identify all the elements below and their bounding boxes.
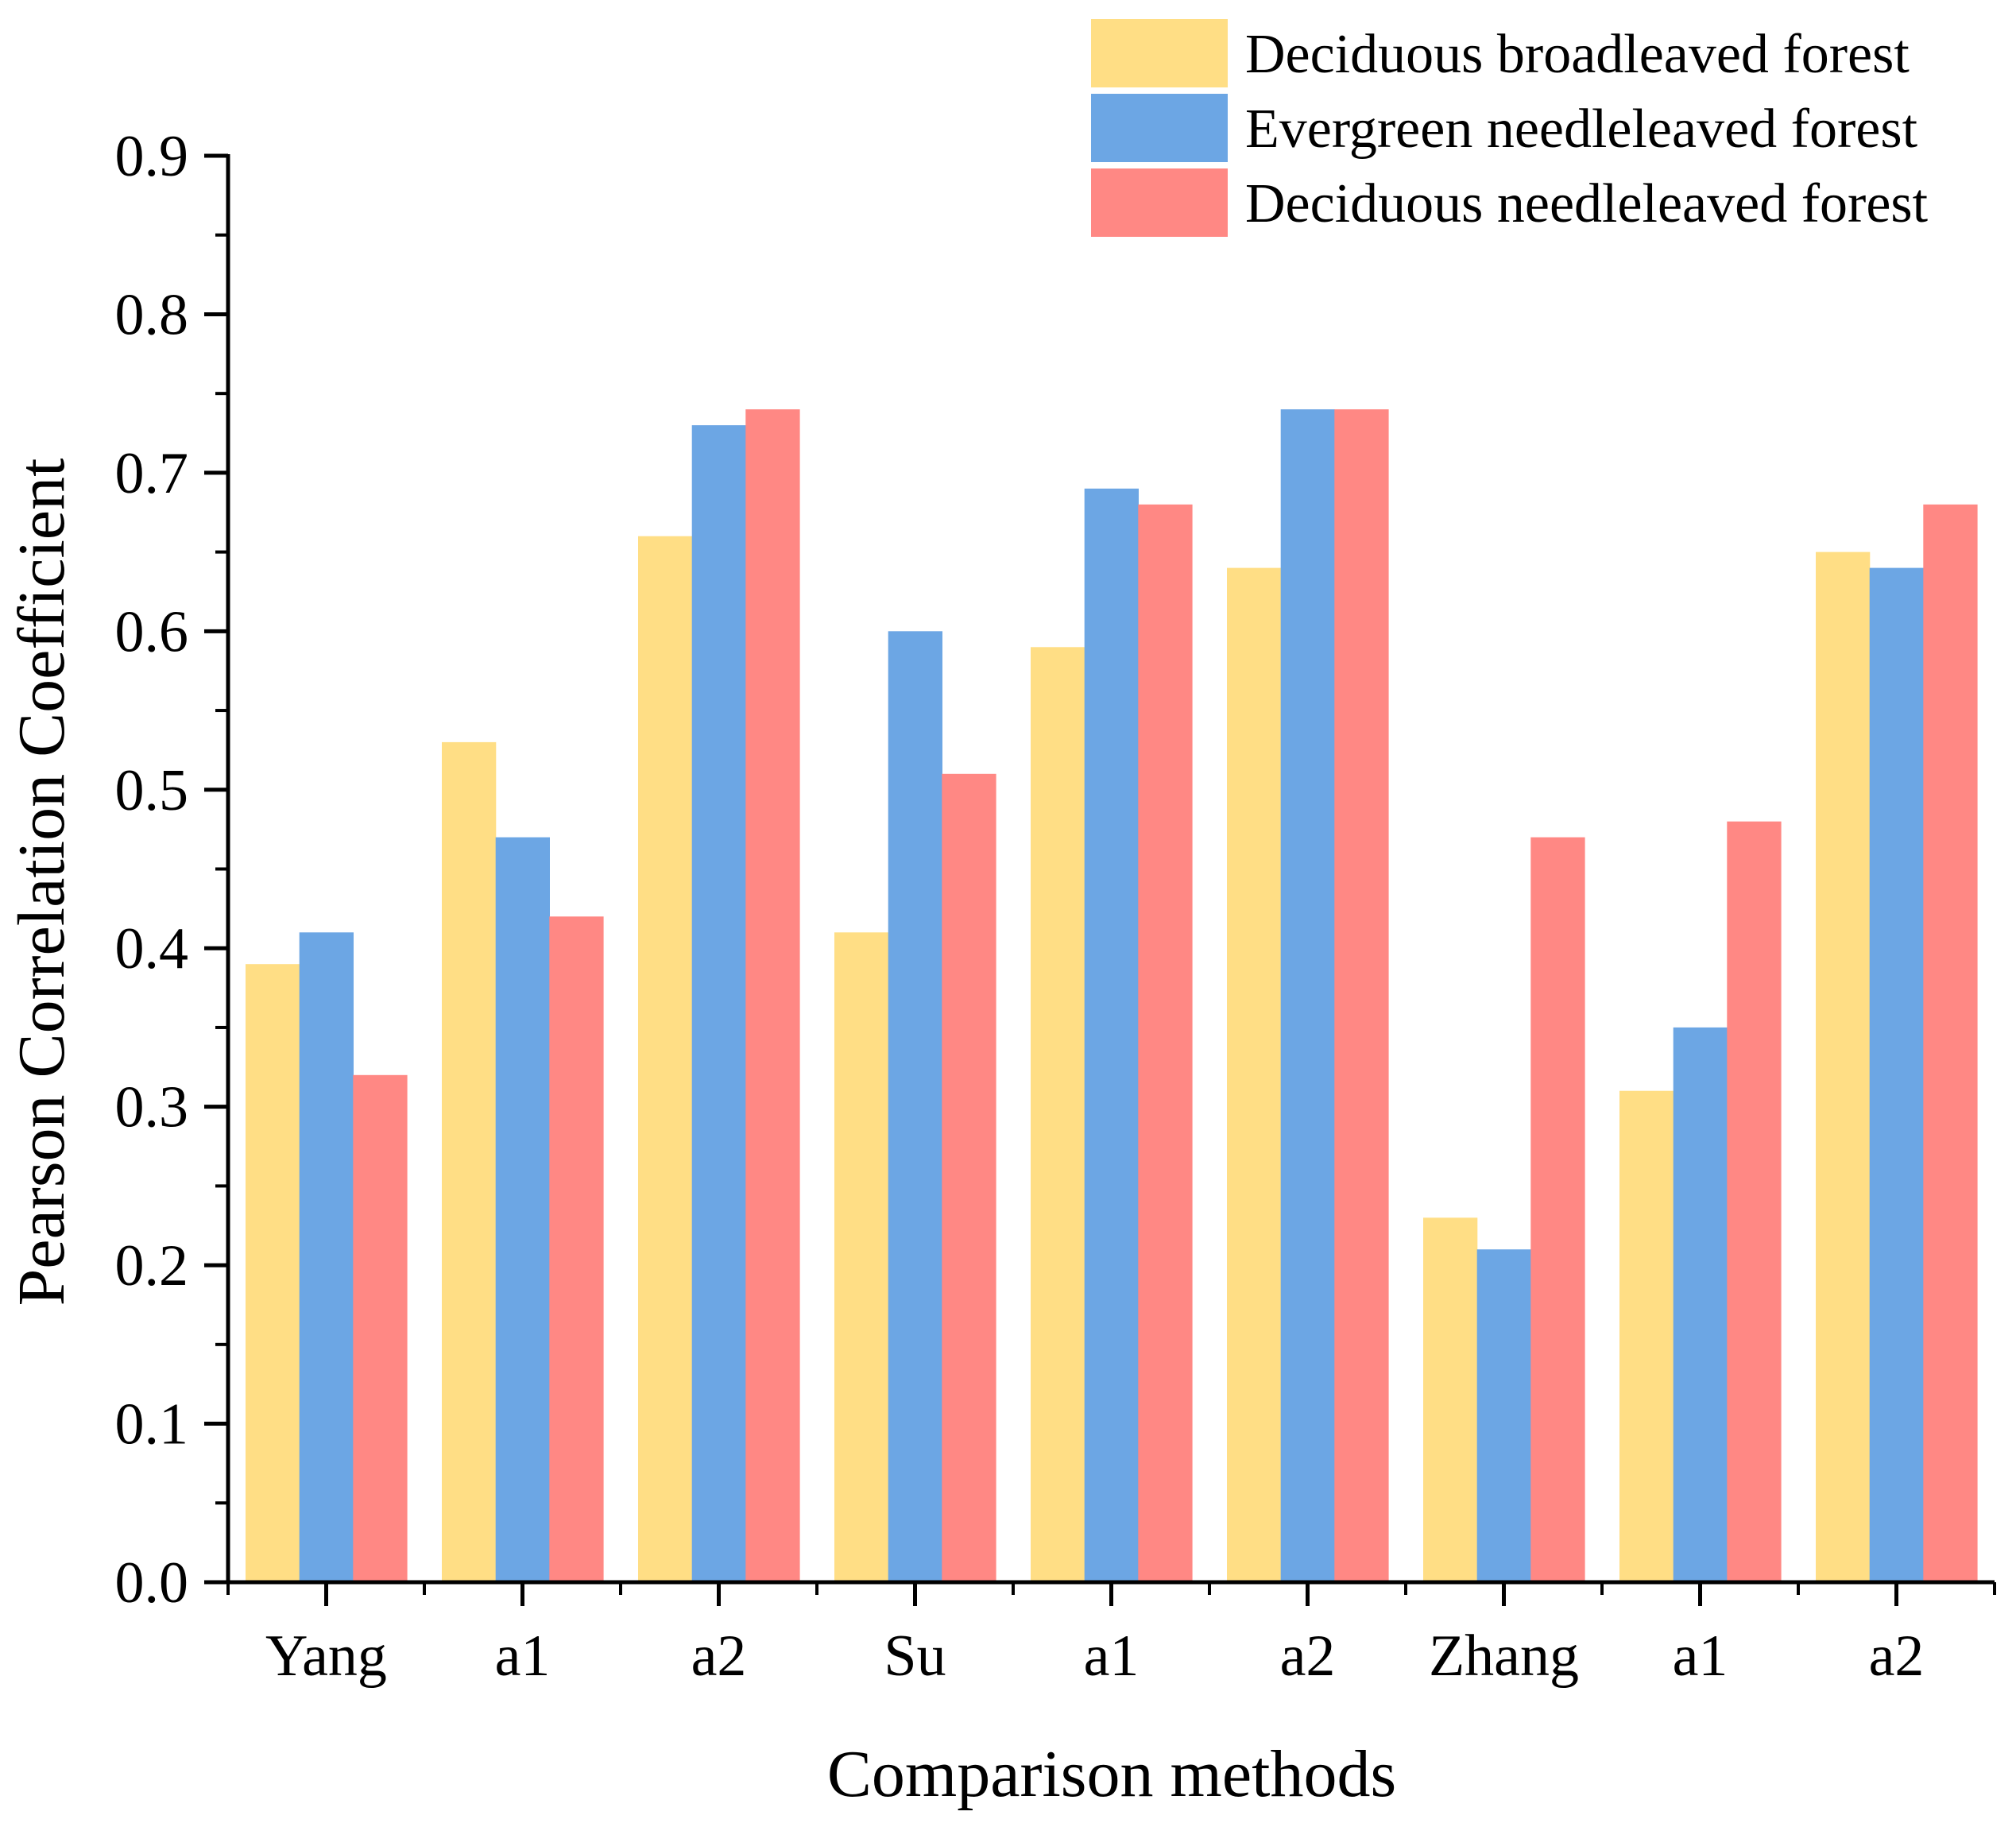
legend-label-3: Deciduous needleleaved forest [1245, 173, 1929, 234]
x-tick-label: Zhang [1429, 1624, 1579, 1689]
bar-2-2 [495, 837, 550, 1582]
x-tick-label: a1 [1084, 1624, 1140, 1689]
legend: Deciduous broadleaved forest Evergreen ne… [1091, 19, 1929, 237]
legend-swatch-1 [1091, 19, 1228, 87]
bar-1-3 [638, 536, 693, 1583]
bar-2-3 [691, 425, 746, 1582]
y-tick-label: 0.9 [115, 124, 189, 189]
x-tick-label: a2 [1280, 1624, 1336, 1689]
bar-1-2 [442, 741, 497, 1582]
bar-3-2 [549, 916, 604, 1582]
bar-1-7 [1423, 1217, 1478, 1582]
bar-2-8 [1673, 1027, 1728, 1582]
bar-3-4 [942, 773, 996, 1582]
x-tick-label: a2 [691, 1624, 747, 1689]
bar-3-5 [1138, 504, 1193, 1582]
bar-2-9 [1869, 567, 1924, 1582]
bar-3-3 [745, 409, 800, 1582]
bar-1-5 [1031, 647, 1085, 1582]
bar-1-9 [1816, 552, 1871, 1582]
bar-3-7 [1530, 837, 1585, 1582]
y-tick-label: 0.1 [115, 1392, 189, 1457]
y-tick-label: 0.7 [115, 441, 189, 506]
y-axis-title: Pearson Correlation Coefficient [5, 459, 79, 1306]
bar-2-1 [299, 932, 354, 1582]
y-tick-label: 0.3 [115, 1075, 189, 1140]
bar-1-8 [1619, 1090, 1674, 1582]
y-tick-label: 0.4 [115, 916, 189, 981]
bar-3-9 [1923, 504, 1978, 1582]
legend-swatch-2 [1091, 94, 1228, 162]
bar-2-4 [888, 631, 942, 1582]
bar-1-4 [834, 932, 889, 1582]
y-tick-label: 0.6 [115, 599, 189, 664]
bar-1-6 [1227, 567, 1282, 1582]
bars-layer [246, 409, 1978, 1583]
x-tick-label: a1 [495, 1624, 551, 1689]
legend-label-2: Evergreen needleleaved forest [1245, 99, 1918, 160]
x-tick-label: a2 [1869, 1624, 1925, 1689]
y-tick-label: 0.2 [115, 1233, 189, 1299]
axes-layer: 0.0 0.1 0.2 0.3 0.4 0.5 0.6 0.7 0.8 0.9 Yang a1 a2 Su… [115, 124, 1996, 1689]
bar-2-5 [1084, 488, 1139, 1582]
x-tick-label: Su [884, 1624, 946, 1689]
bar-2-6 [1280, 409, 1335, 1582]
bar-2-7 [1476, 1249, 1531, 1582]
x-axis-title: Comparison methods [827, 1737, 1396, 1811]
y-tick-label: 0.8 [115, 282, 189, 347]
bar-3-8 [1727, 821, 1782, 1582]
bar-3-1 [353, 1074, 408, 1582]
x-tick-label: a1 [1673, 1624, 1728, 1689]
y-tick-label: 0.0 [115, 1550, 189, 1616]
y-tick-label: 0.5 [115, 758, 189, 823]
bar-1-1 [246, 964, 300, 1582]
bar-3-6 [1334, 409, 1389, 1582]
legend-label-1: Deciduous broadleaved forest [1245, 24, 1910, 85]
x-tick-label: Yang [265, 1624, 387, 1689]
legend-swatch-3 [1091, 168, 1228, 237]
